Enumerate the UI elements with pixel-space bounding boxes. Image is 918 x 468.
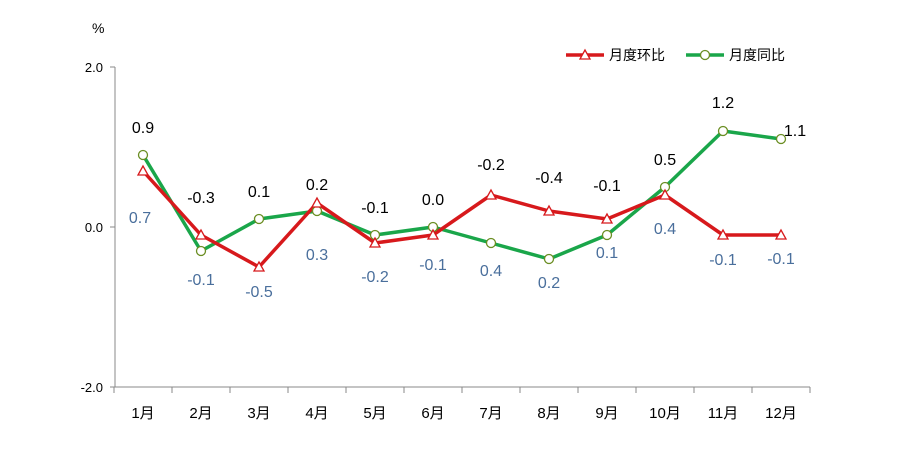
x-tick-label: 10月 [649, 405, 681, 422]
data-point-mom [774, 228, 788, 240]
data-point-mom [600, 212, 614, 224]
axes [114, 67, 810, 388]
data-labels: 0.9 -0.3 0.1 0.2 -0.1 0.0 -0.2 -0.4 -0.1 0.5 1.2 1.… [129, 95, 806, 301]
x-tick-label: 8月 [537, 405, 560, 422]
x-tick-label: 5月 [363, 405, 386, 422]
data-point-mom [716, 228, 730, 240]
data-point-mom [368, 236, 382, 248]
data-label-black: -0.1 [593, 178, 621, 195]
data-label-black: 0.2 [306, 177, 328, 194]
y-tick-label: 0.0 [85, 220, 103, 235]
y-tick-label: -2.0 [81, 380, 103, 395]
data-label-black: 0.5 [654, 152, 676, 169]
x-axis-ticks: 1月 2月 3月 4月 5月 6月 7月 8月 9月 10月 11月 12月 [113, 387, 811, 422]
data-label-black: 0.1 [248, 184, 270, 201]
data-point-mom [136, 164, 150, 176]
legend: 月度环比 月度同比 [566, 47, 785, 63]
y-axis-ticks: -2.0 0.0 2.0 [81, 60, 115, 395]
x-tick-label: 4月 [305, 405, 328, 422]
data-point-yoy [311, 205, 323, 217]
x-tick-label: 7月 [479, 405, 502, 422]
legend-item-mom: 月度环比 [566, 47, 665, 63]
data-point-mom [542, 204, 556, 216]
data-point-yoy [543, 253, 555, 265]
data-label-black: 0.9 [132, 120, 154, 137]
data-label-blue: -0.1 [767, 251, 795, 268]
data-label-blue: -0.1 [709, 252, 737, 269]
data-point-mom [310, 196, 324, 208]
data-label-blue: -0.2 [361, 269, 389, 286]
data-label-blue: -0.1 [187, 272, 215, 289]
data-label-blue: -0.5 [245, 284, 273, 301]
legend-item-yoy: 月度同比 [686, 47, 785, 63]
legend-marker [699, 49, 711, 61]
x-tick-label: 3月 [247, 405, 270, 422]
legend-label: 月度环比 [609, 47, 665, 63]
x-tick-label: 6月 [421, 405, 444, 422]
data-point-mom [194, 228, 208, 240]
legend-marker [578, 48, 592, 60]
data-point-yoy [601, 229, 613, 241]
data-label-blue: 0.1 [596, 245, 618, 262]
data-label-blue: 0.3 [306, 247, 328, 264]
y-unit-label: % [92, 20, 104, 36]
data-label-blue: 0.2 [538, 275, 560, 292]
data-point-yoy [253, 213, 265, 225]
data-label-black: 1.2 [712, 95, 734, 112]
x-tick-label: 11月 [708, 405, 739, 422]
data-label-blue: 0.7 [129, 210, 151, 227]
data-point-mom [426, 228, 440, 240]
x-tick-label: 1月 [131, 405, 154, 422]
data-label-black: -0.1 [361, 200, 389, 217]
data-point-yoy [775, 133, 787, 145]
data-label-black: 1.1 [784, 123, 806, 140]
series-line-mom [141, 169, 781, 269]
x-tick-label: 2月 [189, 405, 212, 422]
data-label-blue: 0.4 [654, 221, 676, 238]
data-point-mom [252, 260, 266, 272]
data-label-blue: 0.4 [480, 263, 502, 280]
data-label-black: 0.0 [422, 192, 444, 209]
legend-label: 月度同比 [729, 47, 785, 63]
data-label-black: -0.4 [535, 170, 563, 187]
data-point-mom [484, 188, 498, 200]
data-label-black: -0.2 [477, 157, 505, 174]
series-layer [136, 125, 788, 272]
data-label-blue: -0.1 [419, 257, 447, 274]
data-label-black: -0.3 [187, 190, 215, 207]
x-tick-label: 9月 [595, 405, 618, 422]
data-point-mom [658, 188, 672, 200]
data-point-yoy [485, 237, 497, 249]
y-tick-label: 2.0 [85, 60, 103, 75]
data-point-yoy [717, 125, 729, 137]
series-line-yoy [141, 129, 782, 261]
data-point-yoy [137, 149, 149, 161]
x-tick-label: 12月 [765, 405, 797, 422]
data-point-yoy [195, 245, 207, 257]
